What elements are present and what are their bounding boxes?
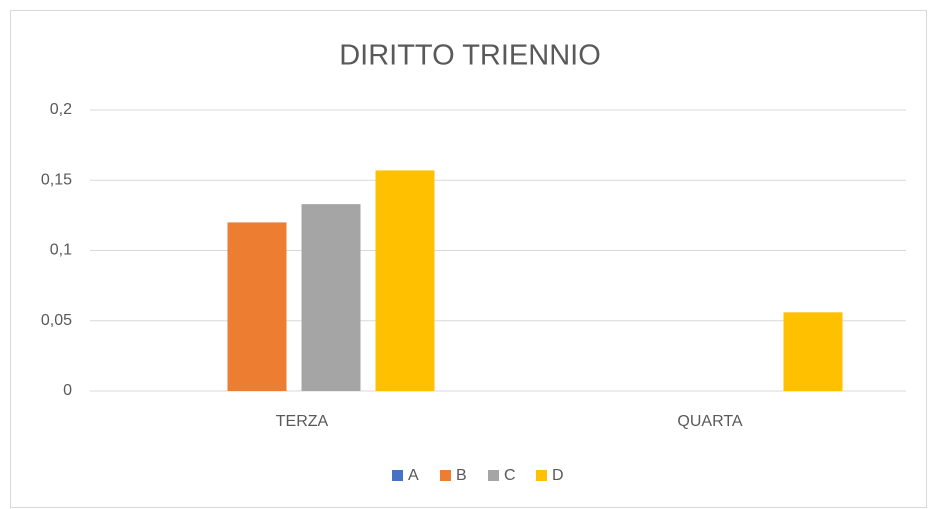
y-tick-label: 0,15 xyxy=(41,171,72,188)
y-tick-label: 0,1 xyxy=(50,242,72,259)
bar xyxy=(227,222,287,391)
y-tick-label: 0 xyxy=(63,382,72,399)
legend-label: D xyxy=(552,467,564,484)
x-tick-label: QUARTA xyxy=(677,413,743,430)
chart-frame xyxy=(10,10,927,508)
legend-swatch xyxy=(440,470,451,481)
bar xyxy=(375,170,435,391)
chart-title: DIRITTO TRIENNIO xyxy=(339,40,601,72)
y-tick-label: 0,2 xyxy=(50,101,72,118)
legend-swatch xyxy=(536,470,547,481)
legend-label: A xyxy=(408,467,419,484)
x-tick-label: TERZA xyxy=(276,413,329,430)
y-tick-label: 0,05 xyxy=(41,312,72,329)
bar xyxy=(301,204,361,391)
legend-swatch xyxy=(488,470,499,481)
legend-swatch xyxy=(392,470,403,481)
bar xyxy=(783,312,843,391)
legend-label: C xyxy=(504,467,516,484)
legend-label: B xyxy=(456,467,467,484)
